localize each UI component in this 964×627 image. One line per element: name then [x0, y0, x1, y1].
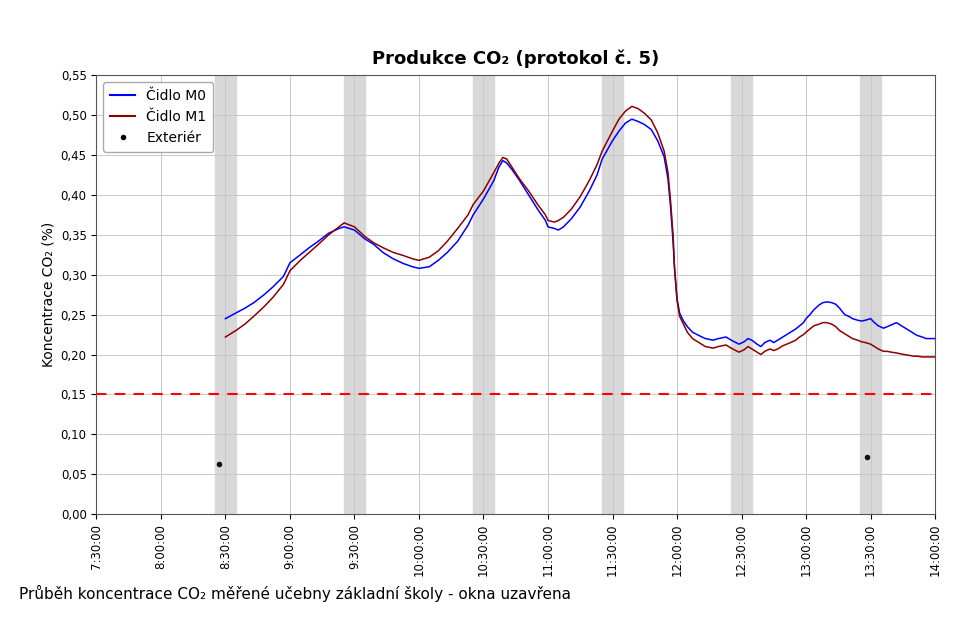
Y-axis label: Koncentrace CO₂ (%): Koncentrace CO₂ (%) — [41, 222, 55, 367]
Bar — [602, 75, 623, 514]
Bar — [473, 75, 494, 514]
Bar — [860, 75, 881, 514]
Text: Průběh koncentrace CO₂ měřené učebny základní školy - okna uzavřena: Průběh koncentrace CO₂ měřené učebny zák… — [19, 585, 572, 602]
Bar — [344, 75, 364, 514]
Bar — [215, 75, 236, 514]
Legend: Čidlo M0, Čidlo M1, Exteriér: Čidlo M0, Čidlo M1, Exteriér — [103, 82, 213, 152]
Title: Produkce CO₂ (protokol č. 5): Produkce CO₂ (protokol č. 5) — [372, 50, 659, 68]
Bar — [732, 75, 752, 514]
